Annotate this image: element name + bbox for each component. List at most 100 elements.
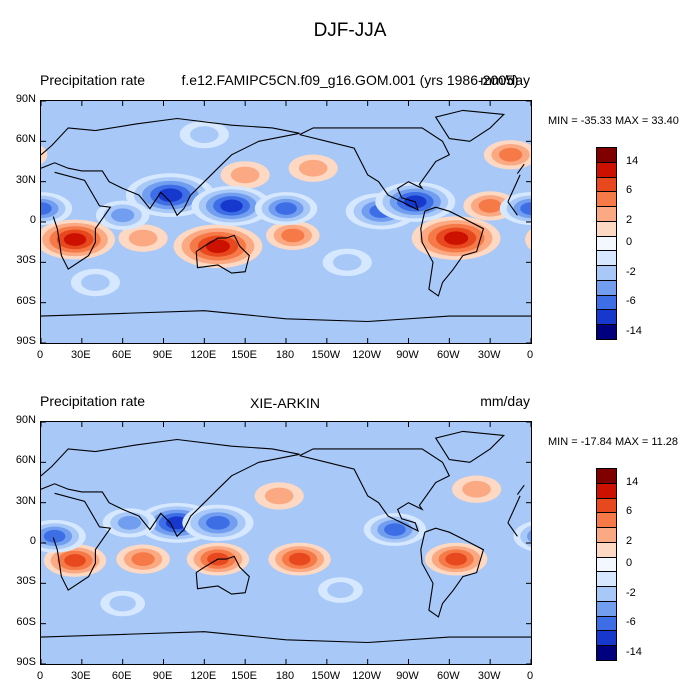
- colorbar-label: 14: [626, 475, 639, 488]
- colorbar-box: [596, 235, 617, 252]
- panel1-units: mm/day: [480, 72, 530, 88]
- contour-level: [520, 525, 531, 548]
- coastline: [52, 492, 521, 591]
- coastline: [41, 438, 525, 538]
- lon-tick-label: 30E: [71, 670, 91, 682]
- anomaly-blob: [102, 508, 157, 538]
- colorbar-box: [596, 512, 617, 529]
- contour-level: [288, 552, 311, 566]
- lon-tick-label: 30W: [477, 349, 501, 361]
- lon-tick-label: 30W: [477, 670, 501, 682]
- lon-tick-label: 150W: [311, 349, 341, 361]
- contour-level: [109, 595, 136, 612]
- colorbar-label: -6: [626, 616, 636, 629]
- lon-tick-label: 30E: [71, 349, 91, 361]
- colorbar-box: [596, 586, 617, 602]
- anomaly-blob: [322, 248, 372, 277]
- contour-level: [131, 552, 155, 566]
- coastline: [299, 127, 451, 211]
- lat-tick-label: 60N: [15, 454, 36, 467]
- anomaly-blob: [41, 140, 531, 170]
- lon-tick-label: 120W: [352, 349, 382, 361]
- lat-tick-label: 30N: [15, 494, 36, 507]
- coastline: [434, 430, 506, 463]
- panel1-map-plot: [41, 101, 531, 343]
- contour-level: [190, 126, 219, 143]
- coastline: [434, 109, 506, 142]
- panel2-left-title: Precipitation rate: [40, 393, 146, 409]
- colorbar-box: [596, 600, 617, 617]
- anomaly-blob: [116, 544, 170, 574]
- contour-level: [281, 228, 305, 243]
- anomaly-blob: [363, 513, 427, 546]
- lon-tick-label: 90W: [396, 670, 419, 682]
- colorbar-box: [596, 147, 617, 163]
- lon-tick-label: 0: [526, 349, 534, 361]
- lon-tick-label: 60W: [437, 349, 460, 361]
- coastline: [41, 310, 531, 323]
- contour-level: [275, 202, 297, 215]
- lat-tick-label: 60S: [16, 294, 36, 307]
- lat-tick-label: 90N: [15, 414, 36, 426]
- lon-tick-label: 150E: [231, 670, 257, 682]
- colorbar-label: 6: [626, 184, 633, 197]
- panel1-center-title: f.e12.FAMIPC5CN.f09_g16.GOM.001 (yrs 198…: [181, 72, 519, 88]
- colorbar-box: [596, 615, 617, 632]
- coastline: [420, 206, 485, 297]
- panel2-minmax: MIN = -17.84 MAX = 11.28: [548, 436, 679, 448]
- anomaly-blob: [411, 216, 501, 260]
- lon-tick-label: 90E: [152, 349, 173, 361]
- colorbar-box: [596, 191, 617, 208]
- anomaly-blob: [118, 224, 168, 252]
- contour-level: [220, 199, 243, 213]
- anomaly-blob: [41, 192, 531, 225]
- colorbar-box: [596, 556, 617, 573]
- lat-tick-label: 90S: [16, 656, 36, 668]
- lat-tick-label: 60S: [16, 615, 36, 628]
- colorbar-box: [596, 309, 617, 326]
- contour-level: [63, 233, 87, 246]
- anomaly-blob: [70, 268, 121, 297]
- colorbar-label: -2: [626, 586, 636, 599]
- contour-level: [478, 199, 502, 213]
- coastline: [41, 631, 531, 644]
- colorbar-box: [596, 250, 617, 267]
- colorbar-box: [596, 468, 617, 484]
- anomaly-blob: [254, 482, 304, 510]
- colorbar-box: [596, 541, 617, 558]
- lon-tick-label: 60E: [111, 670, 132, 682]
- anomaly-blob: [41, 519, 531, 553]
- contour-level: [111, 208, 135, 223]
- contour-level: [205, 239, 231, 253]
- panel2-center-title: XIE-ARKIN: [249, 395, 320, 411]
- map-background: [41, 422, 531, 664]
- colorbar-box: [596, 527, 617, 543]
- colorbar-box: [596, 206, 617, 222]
- coastline: [41, 117, 525, 217]
- panel1-minmax: MIN = -35.33 MAX = 33.40: [548, 115, 679, 127]
- lon-tick-label: 0: [526, 670, 534, 682]
- lat-tick-label: 0: [29, 535, 36, 547]
- lon-tick-label: 0: [36, 670, 44, 682]
- anomaly-blob: [288, 154, 338, 182]
- colorbar-label: -14: [626, 324, 642, 337]
- anomaly-blob: [254, 192, 318, 225]
- colorbar-box: [596, 176, 617, 193]
- colorbar-box: [596, 265, 617, 281]
- lat-tick-label: 0: [29, 214, 36, 226]
- contour-level: [158, 188, 183, 202]
- contour-level: [520, 202, 531, 215]
- colorbar-label: 2: [626, 213, 633, 226]
- lon-tick-label: 0: [36, 349, 44, 361]
- colorbar-label: 14: [626, 154, 639, 167]
- lon-tick-label: 60E: [111, 349, 132, 361]
- lon-tick-label: 90W: [396, 349, 419, 361]
- anomaly-blob: [220, 161, 270, 189]
- colorbar-box: [596, 324, 617, 340]
- contour-level: [230, 166, 260, 184]
- lat-tick-label: 90S: [16, 335, 36, 347]
- lon-tick-label: 150E: [231, 349, 257, 361]
- colorbar-box: [596, 161, 617, 178]
- anomaly-blob: [41, 219, 531, 260]
- lon-tick-label: 180: [275, 670, 295, 682]
